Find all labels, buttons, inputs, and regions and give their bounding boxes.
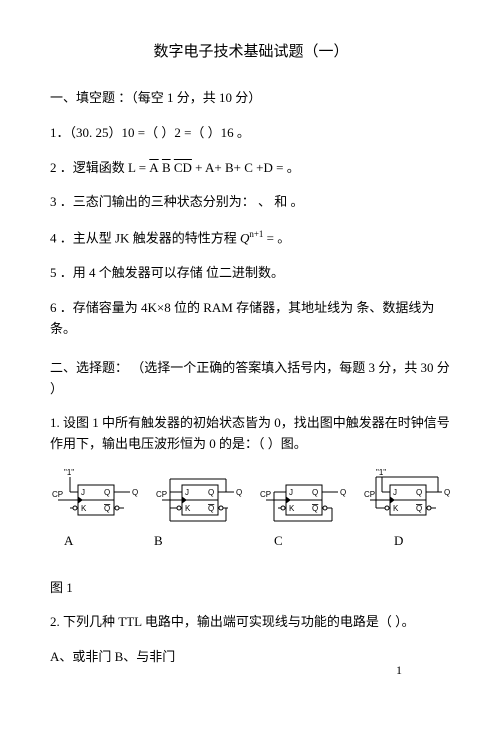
svg-text:Q: Q [208, 504, 214, 513]
q1-4-q: Q [240, 231, 249, 246]
svg-text:J: J [81, 488, 85, 497]
svg-text:Q: Q [416, 488, 422, 497]
svg-text:Q: Q [236, 488, 242, 497]
svg-text:K: K [393, 504, 399, 513]
q1-2-bbar: B [162, 158, 171, 179]
svg-text:"1": "1" [64, 469, 74, 477]
q1-1: 1．（30. 25）10 =（ ）2 =（ ）16 。 [50, 123, 452, 144]
q1-4-pre: 4 ．主从型 JK 触发器的特性方程 [50, 231, 240, 246]
svg-text:CP: CP [52, 490, 63, 499]
circuit-labels: A B C D [50, 531, 452, 552]
svg-text:Q: Q [416, 504, 422, 513]
svg-text:Q: Q [340, 488, 346, 497]
q1-2-abar: A [149, 158, 158, 179]
svg-text:Q: Q [312, 504, 318, 513]
section2-head: 二、选择题： （选择一个正确的答案填入括号内，每题 3 分，共 30 分 ） [50, 358, 452, 400]
circuit-d: "1"CPJKQQQ [362, 469, 452, 525]
q1-2-cdbar: CD [174, 158, 192, 179]
page-number: 1 [396, 661, 402, 680]
q2-1: 1. 设图 1 中所有触发器的初始状态皆为 0，找出图中触发器在时钟信号作用下，… [50, 413, 452, 455]
svg-text:K: K [185, 504, 191, 513]
q1-6: 6 ．存储容量为 4K×8 位的 RAM 存储器，其地址线为 条、数据线为 条。 [50, 298, 452, 340]
q2-2-opts: A、或非门 B、与非门 [50, 647, 452, 668]
circuit-a: "1"CPJKQQQ [50, 469, 140, 525]
q1-2-post: + A+ B+ C +D = 。 [195, 160, 300, 175]
fig1-label: 图 1 [50, 578, 452, 599]
svg-text:Q: Q [208, 488, 214, 497]
q1-3: 3 ．三态门输出的三种状态分别为： 、 和 。 [50, 192, 452, 213]
svg-text:CP: CP [156, 490, 167, 499]
svg-text:J: J [289, 488, 293, 497]
q1-2: 2 ．逻辑函数 L = A B CD + A+ B+ C +D = 。 [50, 158, 452, 179]
q1-4-sup: n+1 [249, 229, 263, 239]
svg-text:Q: Q [104, 488, 110, 497]
exam-title: 数字电子技术基础试题（一） [50, 40, 452, 64]
label-a: A [50, 531, 144, 552]
svg-text:Q: Q [312, 488, 318, 497]
q2-2: 2. 下列几种 TTL 电路中，输出端可实现线与功能的电路是（ ）。 [50, 612, 452, 633]
svg-text:"1": "1" [376, 469, 386, 477]
section1-head: 一、填空题 ：（每空 1 分，共 10 分） [50, 88, 452, 109]
label-c: C [264, 531, 384, 552]
label-b: B [144, 531, 264, 552]
svg-text:Q: Q [104, 504, 110, 513]
circuit-row: "1"CPJKQQQ CPJKQQQ CPJKQQQ "1"CPJKQQQ [50, 469, 452, 525]
circuit-c: CPJKQQQ [258, 469, 348, 525]
q1-5: 5 ．用 4 个触发器可以存储 位二进制数。 [50, 263, 452, 284]
svg-text:J: J [185, 488, 189, 497]
svg-text:CP: CP [364, 490, 375, 499]
circuit-b: CPJKQQQ [154, 469, 244, 525]
svg-text:CP: CP [260, 490, 271, 499]
label-d: D [384, 531, 403, 552]
q1-4-post: = 。 [267, 231, 291, 246]
svg-text:J: J [393, 488, 397, 497]
svg-text:Q: Q [444, 488, 450, 497]
svg-text:K: K [81, 504, 87, 513]
q1-4: 4 ．主从型 JK 触发器的特性方程 Qn+1 = 。 [50, 227, 452, 249]
svg-text:K: K [289, 504, 295, 513]
svg-text:Q: Q [132, 488, 138, 497]
q1-2-pre: 2 ．逻辑函数 L = [50, 160, 149, 175]
